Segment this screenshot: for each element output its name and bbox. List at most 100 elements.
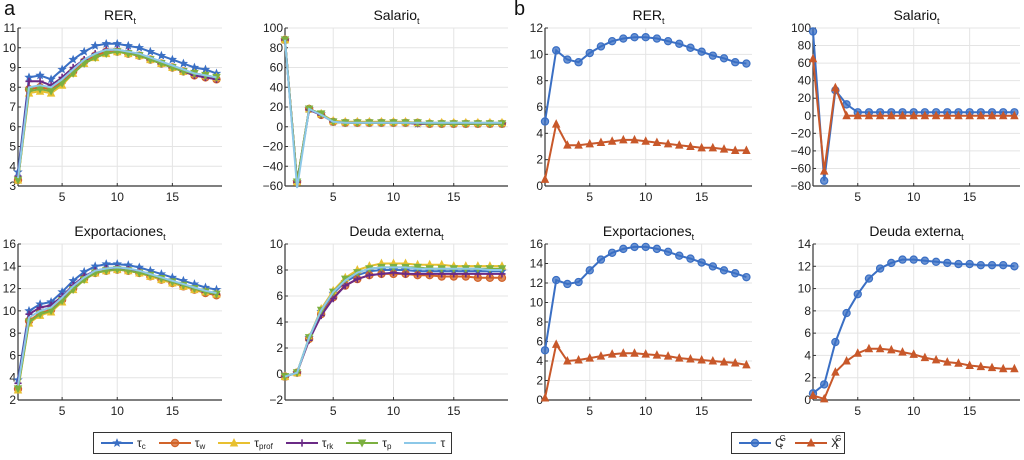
data-point (652, 244, 662, 254)
data-point (497, 265, 507, 274)
y-tick-label: 6 (536, 100, 543, 114)
y-tick-label: 80 (270, 41, 284, 55)
y-tick-label: −40 (263, 159, 284, 173)
x-tick-label: 10 (907, 190, 921, 204)
data-point (585, 266, 594, 275)
x-tick-label: 10 (387, 190, 401, 204)
x-tick-label: 15 (447, 190, 461, 204)
data-point (976, 110, 986, 120)
x-tick-label: 5 (330, 404, 337, 418)
data-point (574, 140, 583, 149)
data-point (551, 275, 561, 285)
data-point (641, 349, 650, 358)
subplot-title-subscript: t (441, 232, 444, 242)
series-line (17, 266, 217, 386)
data-point (875, 343, 885, 353)
legend-marker (806, 438, 816, 447)
data-point (808, 390, 818, 400)
data-point (663, 138, 673, 148)
legend-swatch (101, 438, 133, 447)
data-point (976, 260, 986, 270)
x-tick-label: 15 (166, 404, 180, 418)
data-point (697, 355, 706, 364)
data-point (708, 356, 718, 365)
legend-swatch (739, 438, 771, 448)
data-point (808, 27, 818, 36)
data-point (686, 43, 695, 52)
y-tick-label: 11 (4, 21, 17, 35)
series-XtG (808, 343, 1019, 403)
y-tick-label: 80 (798, 39, 812, 53)
y-tick-label: 16 (530, 237, 544, 251)
y-tick-label: 2 (804, 371, 811, 385)
y-tick-label: 0 (536, 393, 543, 407)
data-point (619, 134, 628, 144)
subplot-a-rer: 3 4 5 6 7 8 9 10 11 5 10 15 RERt (3, 7, 222, 204)
y-tick-label: 4 (536, 354, 543, 368)
subplot-title: Exportacionest (603, 223, 695, 242)
data-point (987, 362, 997, 372)
data-point (819, 393, 829, 403)
data-point (742, 59, 751, 68)
subplot-title: Exportacionest (74, 223, 166, 242)
y-tick-label: 6 (536, 335, 543, 349)
data-point (607, 248, 617, 257)
data-point (954, 358, 963, 367)
x-tick-label: 15 (695, 404, 709, 418)
data-point (819, 166, 829, 175)
x-tick-label: 5 (330, 190, 337, 204)
y-tick-label: 4 (276, 315, 283, 329)
x-tick-label: 5 (854, 190, 861, 204)
data-point (675, 251, 684, 260)
y-tick-label: −20 (263, 140, 284, 154)
series-line (17, 48, 217, 179)
subplot-title: Deuda externat (349, 223, 444, 242)
legend-label-sub: p (387, 441, 392, 451)
x-tick-label: 15 (695, 190, 709, 204)
data-point (719, 54, 729, 63)
data-point (585, 353, 595, 362)
data-point (652, 137, 662, 147)
data-point (540, 117, 550, 126)
y-tick-label: 10 (270, 237, 284, 251)
data-point (998, 110, 1008, 120)
data-point (864, 110, 874, 120)
data-point (596, 351, 606, 360)
data-point (943, 110, 952, 120)
data-point (909, 255, 918, 264)
x-tick-label: 5 (854, 404, 861, 418)
y-tick-label: 4 (536, 126, 543, 140)
x-tick-label: 10 (111, 404, 125, 418)
y-tick-label: 100 (791, 21, 811, 35)
y-tick-label: 40 (270, 80, 284, 94)
data-point (134, 42, 144, 52)
data-point (819, 176, 829, 185)
data-point (686, 354, 695, 363)
legend-label: τ (382, 436, 387, 450)
subplot-a-deuda-externa: −2 0 2 4 6 8 10 5 10 15 Deuda externat (269, 223, 508, 418)
x-tick-label: 15 (963, 190, 977, 204)
data-point (607, 349, 617, 358)
data-point (853, 348, 863, 357)
data-point (540, 346, 550, 355)
data-point (943, 357, 952, 366)
data-point (585, 48, 594, 58)
data-point (25, 77, 33, 85)
data-point (574, 277, 583, 287)
legend-label-sub: rk (326, 441, 334, 451)
legend-label: τ (137, 436, 142, 450)
data-point (719, 144, 729, 153)
data-point (987, 110, 997, 120)
y-tick-label: −60 (263, 179, 284, 193)
y-tick-label: 5 (9, 140, 16, 154)
x-tick-label: 15 (963, 404, 977, 418)
data-point (708, 51, 718, 60)
y-tick-label: 0 (804, 109, 811, 123)
legend-label-sup: G (835, 433, 842, 443)
x-tick-label: 5 (59, 190, 66, 204)
